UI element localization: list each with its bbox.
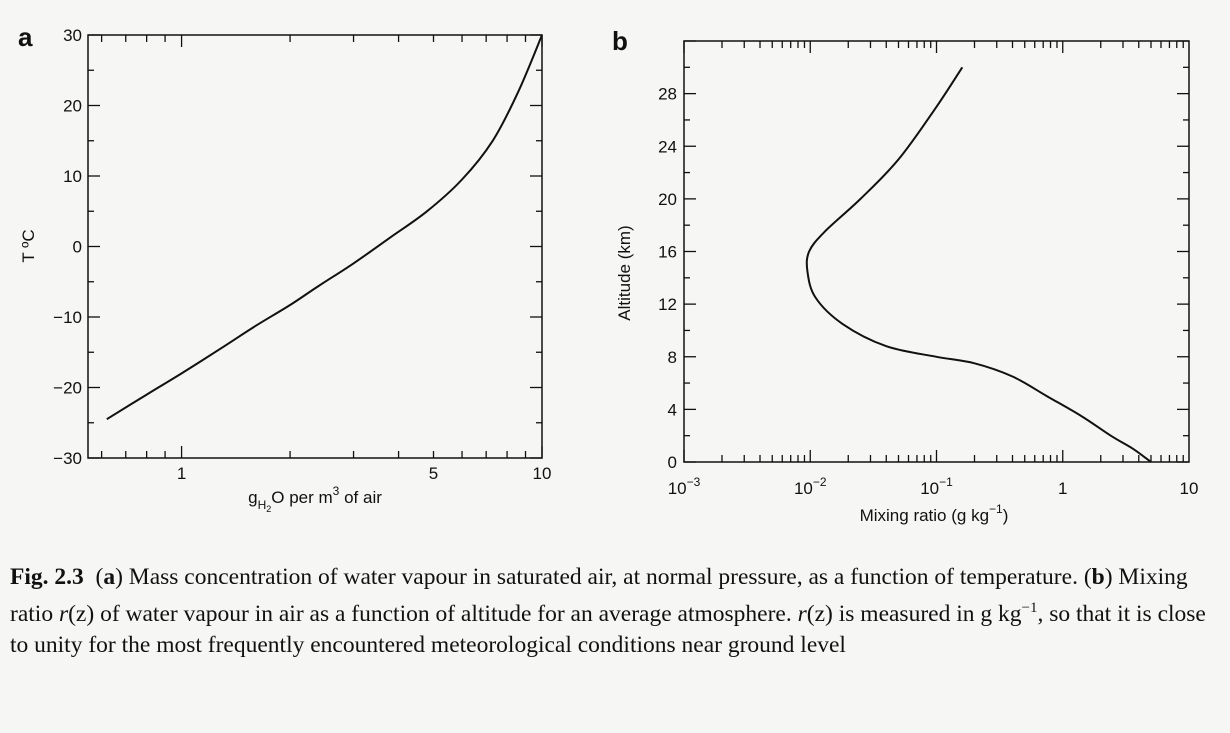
caption-z1: (z) bbox=[68, 600, 95, 627]
plot-frame-b bbox=[683, 40, 1190, 463]
caption-r1: r bbox=[58, 600, 69, 627]
plot-frame-a bbox=[87, 34, 543, 459]
ticks-a bbox=[88, 34, 543, 459]
y-tick-label-a: −30 bbox=[53, 449, 82, 468]
x-tick-label-a: 1 bbox=[177, 464, 186, 483]
caption-b-text4: , so that it is close to unity for the m… bbox=[10, 600, 1206, 658]
panel-a: a 1 5 10 30 20 10 0 −10 −20 −30 T ºC gH2O per m3 … bbox=[18, 22, 551, 514]
y-tick-label-b: 24 bbox=[658, 137, 677, 156]
y-tick-label-a: −10 bbox=[53, 308, 82, 327]
y-tick-label-b: 28 bbox=[658, 85, 677, 104]
y-tick-label-b: 16 bbox=[658, 243, 677, 262]
series-line-b bbox=[805, 66, 1152, 463]
caption-b-mark: b bbox=[1091, 564, 1105, 590]
y-tick-label-b: 0 bbox=[668, 453, 677, 472]
caption-a-text: Mass concentration of water vapour in sa… bbox=[122, 564, 1092, 590]
x-tick-label-b: 10−2 bbox=[794, 475, 827, 498]
y-axis-label-b: Altitude (km) bbox=[615, 225, 634, 320]
y-tick-label-a: 30 bbox=[63, 26, 82, 45]
x-tick-label-a: 5 bbox=[429, 464, 438, 483]
figure-caption: Fig. 2.3 (a) Mass concentration of water… bbox=[10, 564, 1206, 658]
caption-a-mark: a bbox=[103, 564, 116, 590]
panel-b: b 10−3 10−2 10−1 1 10 0 4 8 12 16 20 24 28 Altitude … bbox=[612, 26, 1198, 525]
y-tick-label-b: 20 bbox=[658, 190, 677, 209]
series-line-a bbox=[106, 34, 543, 421]
y-axis-label-a: T ºC bbox=[19, 229, 38, 262]
tick-labels-a: 1 5 10 30 20 10 0 −10 −20 −30 bbox=[53, 26, 551, 483]
x-tick-label-b: 10 bbox=[1180, 479, 1199, 498]
caption-b-text1: ) Mixing ratio bbox=[10, 564, 1188, 627]
ticks-b bbox=[683, 40, 1189, 463]
tick-labels-b: 10−3 10−2 10−1 1 10 0 4 8 12 16 20 24 28 bbox=[658, 85, 1198, 498]
y-tick-label-a: 0 bbox=[73, 238, 82, 257]
caption-b-text3: is measured in g kg bbox=[832, 600, 1022, 627]
panel-letter-b: b bbox=[612, 26, 628, 56]
y-tick-label-a: 10 bbox=[63, 167, 82, 186]
x-axis-label-b: Mixing ratio (g kg−1) bbox=[860, 502, 1009, 525]
x-tick-label-b: 10−3 bbox=[668, 475, 701, 498]
caption-label: Fig. 2.3 bbox=[10, 564, 84, 590]
caption-z2: (z) bbox=[806, 600, 833, 627]
y-tick-label-a: −20 bbox=[53, 379, 82, 398]
y-tick-label-b: 12 bbox=[658, 295, 677, 314]
x-axis-label-a: gH2O per m3 of air bbox=[248, 484, 382, 514]
x-tick-label-b: 1 bbox=[1058, 479, 1067, 498]
y-tick-label-b: 4 bbox=[668, 400, 677, 419]
y-tick-label-a: 20 bbox=[63, 97, 82, 116]
caption-r2: r bbox=[797, 600, 807, 627]
panel-letter-a: a bbox=[18, 22, 33, 52]
x-tick-label-a: 10 bbox=[533, 464, 552, 483]
caption-sup: −1 bbox=[1021, 600, 1038, 616]
caption-b-text2: of water vapour in air as a function of … bbox=[94, 600, 798, 627]
x-tick-label-b: 10−1 bbox=[920, 475, 953, 498]
y-tick-label-b: 8 bbox=[668, 348, 677, 367]
